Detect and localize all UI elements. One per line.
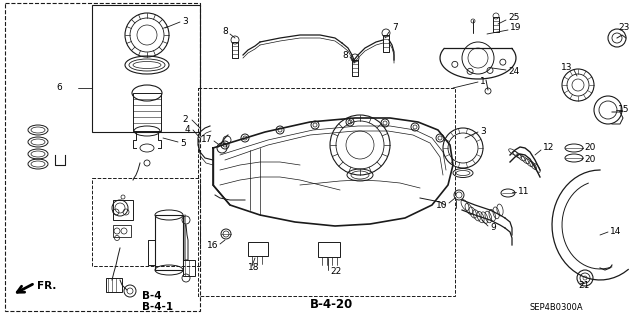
Text: 8: 8 bbox=[342, 50, 348, 60]
Text: 6: 6 bbox=[56, 84, 62, 93]
Text: 18: 18 bbox=[248, 263, 259, 272]
Text: 14: 14 bbox=[610, 227, 621, 236]
Text: 5: 5 bbox=[180, 138, 186, 147]
Text: 23: 23 bbox=[618, 24, 629, 33]
Bar bbox=[106, 278, 122, 292]
Text: 12: 12 bbox=[543, 144, 554, 152]
Bar bbox=[113, 200, 133, 220]
Bar bbox=[248, 242, 268, 256]
Text: B-4-20: B-4-20 bbox=[310, 298, 353, 310]
Bar bbox=[5, 3, 200, 311]
Text: 8: 8 bbox=[222, 27, 228, 36]
Bar bbox=[318, 242, 340, 257]
Text: 10: 10 bbox=[435, 201, 447, 210]
Text: 11: 11 bbox=[518, 188, 529, 197]
Text: FR.: FR. bbox=[37, 281, 56, 291]
Text: B-4: B-4 bbox=[142, 291, 162, 301]
Text: 7: 7 bbox=[392, 24, 397, 33]
Text: 3: 3 bbox=[480, 127, 486, 136]
Text: 21: 21 bbox=[578, 280, 589, 290]
Text: 15: 15 bbox=[618, 106, 630, 115]
Bar bbox=[92, 5, 200, 132]
Text: 1: 1 bbox=[480, 78, 486, 86]
Bar bbox=[183, 260, 195, 276]
Bar bbox=[92, 178, 200, 266]
Text: 4: 4 bbox=[184, 124, 190, 133]
Bar bbox=[133, 93, 161, 131]
Bar bbox=[113, 225, 131, 237]
Text: 3: 3 bbox=[182, 17, 188, 26]
Text: 24: 24 bbox=[508, 68, 519, 77]
Text: 19: 19 bbox=[510, 24, 522, 33]
Bar bbox=[155, 215, 183, 270]
Text: 13: 13 bbox=[561, 63, 572, 72]
Text: 20: 20 bbox=[584, 155, 595, 165]
Text: 20: 20 bbox=[584, 144, 595, 152]
Text: 17: 17 bbox=[200, 136, 212, 145]
Text: 22: 22 bbox=[330, 268, 341, 277]
Text: 16: 16 bbox=[207, 241, 218, 249]
Text: B-4-1: B-4-1 bbox=[142, 302, 173, 312]
Text: 9: 9 bbox=[490, 224, 496, 233]
Bar bbox=[198, 88, 455, 296]
Text: 25: 25 bbox=[508, 13, 520, 23]
Text: 2: 2 bbox=[182, 115, 188, 123]
Text: SEP4B0300A: SEP4B0300A bbox=[530, 303, 584, 313]
